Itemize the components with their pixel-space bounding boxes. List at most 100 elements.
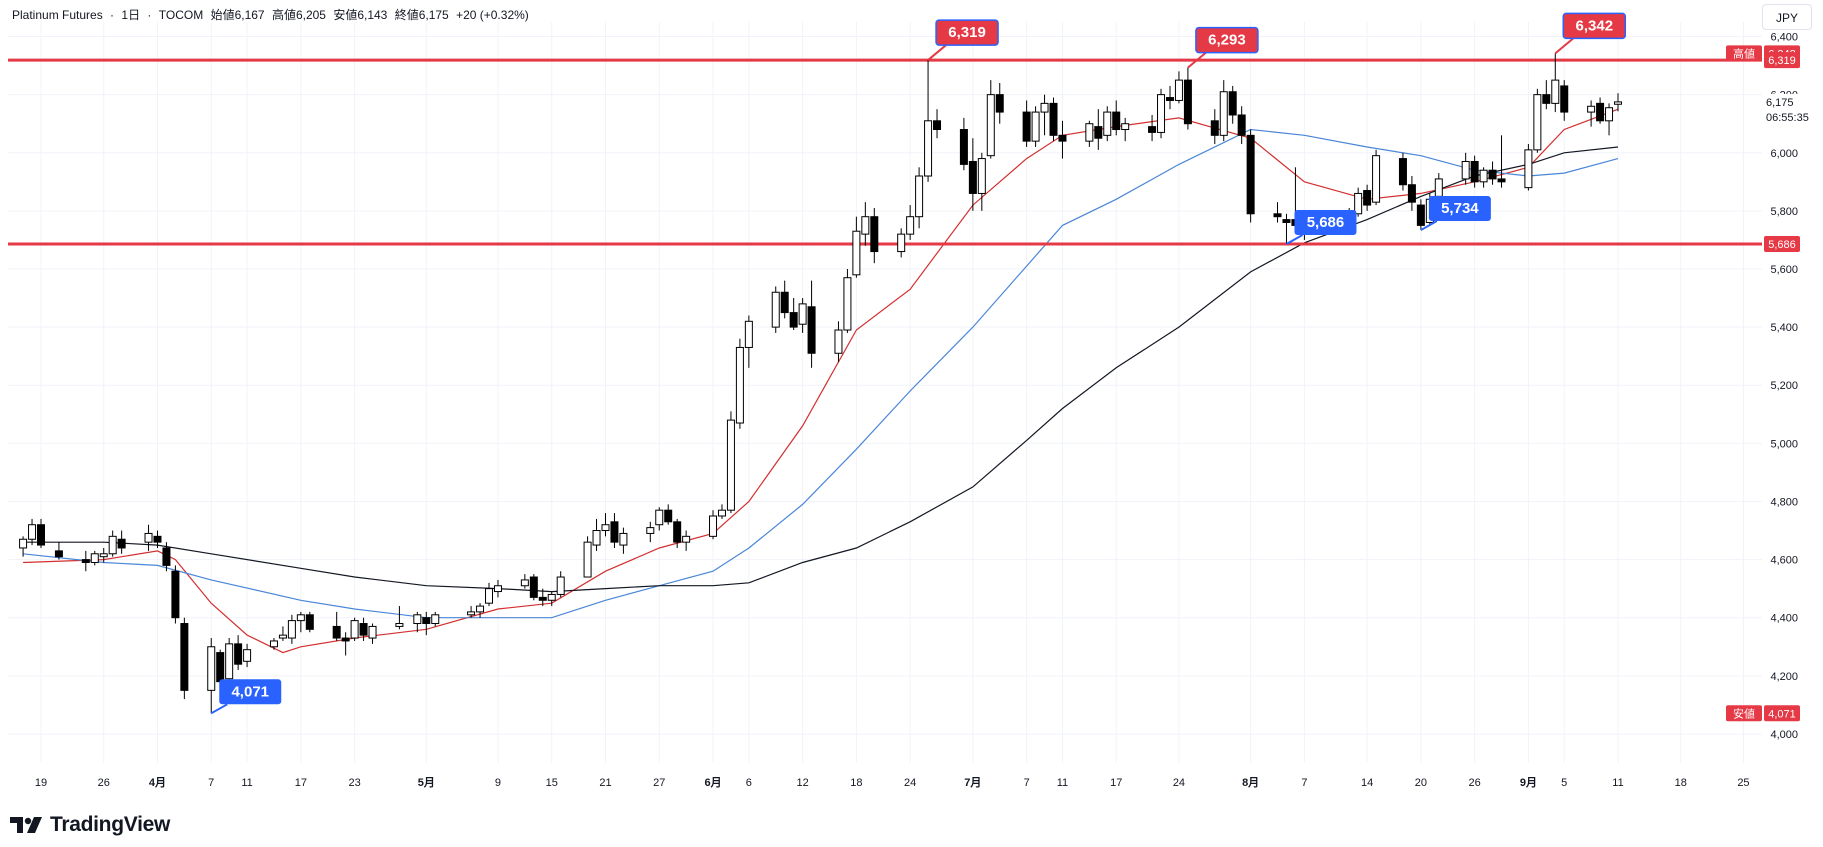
candle-body xyxy=(305,614,314,630)
candle xyxy=(476,603,485,618)
candle-body xyxy=(682,535,691,543)
price-axis-tag-label: 6,319 xyxy=(1768,55,1796,67)
candle-body xyxy=(601,524,610,532)
price-axis-tick-label: 4,000 xyxy=(1770,729,1798,741)
candle xyxy=(37,518,45,548)
candle-body xyxy=(995,94,1004,113)
candle-body xyxy=(1497,178,1506,183)
time-axis-tick-label: 24 xyxy=(904,777,916,789)
candle xyxy=(1533,88,1542,153)
candle-body xyxy=(807,306,816,354)
candle-body xyxy=(1614,101,1622,105)
candle xyxy=(1022,100,1031,147)
moving-average-line-mid xyxy=(23,128,1619,619)
candle xyxy=(547,591,556,607)
candle-body xyxy=(1605,107,1614,122)
candle-body xyxy=(1596,102,1605,122)
time-axis-tick-label: 8月 xyxy=(1242,776,1259,789)
price-callout-label: 6,342 xyxy=(1576,17,1614,34)
candle-body xyxy=(90,553,99,563)
candle xyxy=(861,202,870,246)
tradingview-logo-text: TradingView xyxy=(50,813,171,836)
interval-label[interactable]: 1日 xyxy=(121,8,141,22)
candle xyxy=(287,614,296,644)
time-axis-tick-label: 27 xyxy=(653,777,665,789)
price-axis-tag-label: 5,686 xyxy=(1768,239,1796,251)
candle-body xyxy=(520,579,529,587)
candle-body xyxy=(485,588,494,604)
candle xyxy=(1157,88,1166,139)
candle xyxy=(986,80,995,159)
candle-body xyxy=(834,329,843,354)
candle-body xyxy=(977,158,986,194)
candle xyxy=(1040,94,1049,136)
candle xyxy=(933,109,942,139)
price-axis-tag-box xyxy=(1764,52,1800,69)
candle xyxy=(610,513,619,548)
candle-body xyxy=(1157,94,1166,133)
time-axis-tick-label: 11 xyxy=(1057,777,1068,789)
candle-body xyxy=(655,509,664,526)
candle-body xyxy=(915,175,924,218)
price-axis-tick-label: 5,600 xyxy=(1770,264,1798,276)
candle xyxy=(225,638,234,682)
candle-body xyxy=(1524,149,1533,189)
candle-body xyxy=(744,320,753,348)
candle xyxy=(843,269,852,333)
candle-body xyxy=(664,509,673,523)
candle-body xyxy=(341,637,350,642)
candle-body xyxy=(726,419,735,511)
time-axis-tick-label: 24 xyxy=(1173,777,1185,789)
candle-body xyxy=(413,614,422,625)
candle-body xyxy=(1354,192,1363,215)
candle-body xyxy=(646,527,655,534)
price-chart[interactable]: 6,319 6,293 6,342 4,071 5,686 5,734 4,000 4,20… xyxy=(0,0,1823,800)
candle-body xyxy=(709,515,718,537)
last-price-tag-box xyxy=(1764,93,1818,124)
candle xyxy=(1183,67,1192,130)
candle xyxy=(995,83,1004,124)
price-axis-tick-label: 5,200 xyxy=(1770,380,1798,392)
candle xyxy=(1407,176,1416,211)
candle-body xyxy=(180,623,189,691)
candle-body xyxy=(1094,126,1103,139)
candle xyxy=(144,524,153,551)
candle xyxy=(709,510,718,540)
candle xyxy=(780,280,789,319)
time-axis-tick-label: 15 xyxy=(546,777,558,789)
time-axis-tick-label: 19 xyxy=(35,777,47,789)
candle xyxy=(1282,213,1291,245)
candle xyxy=(682,530,691,551)
candle xyxy=(1121,117,1130,142)
candle-body xyxy=(583,541,592,578)
price-callout: 5,734 xyxy=(1420,196,1491,231)
high-value: 高値6,205 xyxy=(271,8,326,22)
price-axis-tick-label: 5,800 xyxy=(1770,206,1798,218)
price-axis-tick-label: 4,800 xyxy=(1770,496,1798,508)
candle-body xyxy=(54,550,63,558)
currency-button[interactable]: JPY xyxy=(1762,4,1812,30)
candle-body xyxy=(1533,94,1542,151)
price-axis-tick-label: 5,400 xyxy=(1770,322,1798,334)
candle xyxy=(153,530,162,548)
candle-body xyxy=(296,614,305,622)
candle-body xyxy=(1112,111,1121,131)
candle-body xyxy=(1461,160,1470,180)
candle-body xyxy=(1434,178,1443,197)
candle-body xyxy=(933,120,942,131)
candle-body xyxy=(395,623,404,627)
symbol-name[interactable]: Platinum Futures xyxy=(12,8,103,22)
candle-body xyxy=(717,509,726,517)
tradingview-logo[interactable]: TradingView xyxy=(10,813,170,837)
candle xyxy=(1085,120,1094,147)
candle-body xyxy=(959,129,968,165)
candle xyxy=(1049,97,1058,142)
time-axis-tick-label: 11 xyxy=(241,777,252,789)
candle xyxy=(1273,202,1282,223)
candle-body xyxy=(1587,105,1596,113)
candle xyxy=(1237,106,1246,145)
time-axis-tick-label: 26 xyxy=(98,777,110,789)
price-axis-tag-prefix: 安値 xyxy=(1733,706,1755,720)
candle-body xyxy=(1246,134,1255,215)
candle-body xyxy=(422,617,431,625)
